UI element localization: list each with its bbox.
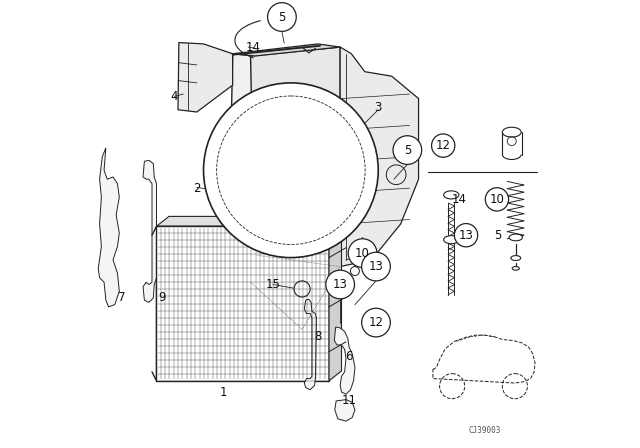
Text: 14: 14 xyxy=(451,193,467,206)
Text: 5: 5 xyxy=(278,10,285,24)
Text: 2: 2 xyxy=(193,181,200,195)
Text: 14: 14 xyxy=(245,40,260,54)
Text: 9: 9 xyxy=(159,291,166,305)
Polygon shape xyxy=(228,54,255,287)
Text: 13: 13 xyxy=(333,278,348,291)
Polygon shape xyxy=(334,327,355,394)
Polygon shape xyxy=(232,44,340,56)
Polygon shape xyxy=(335,400,355,421)
Text: 4: 4 xyxy=(171,90,178,103)
Polygon shape xyxy=(329,216,342,381)
Text: 1: 1 xyxy=(220,385,227,399)
Circle shape xyxy=(204,83,378,258)
Polygon shape xyxy=(340,47,419,267)
Text: 12: 12 xyxy=(436,139,451,152)
Polygon shape xyxy=(178,43,232,112)
Text: 13: 13 xyxy=(369,260,383,273)
Circle shape xyxy=(393,136,422,164)
Circle shape xyxy=(348,239,377,267)
Polygon shape xyxy=(156,216,342,226)
Ellipse shape xyxy=(509,234,522,241)
Circle shape xyxy=(362,308,390,337)
Text: 5: 5 xyxy=(494,228,502,242)
Text: 12: 12 xyxy=(369,316,383,329)
Text: 3: 3 xyxy=(374,101,382,114)
Circle shape xyxy=(362,252,390,281)
Text: 5: 5 xyxy=(404,143,411,157)
Circle shape xyxy=(268,3,296,31)
Circle shape xyxy=(326,270,355,299)
Text: 11: 11 xyxy=(342,394,356,408)
Circle shape xyxy=(454,224,477,247)
Text: 13: 13 xyxy=(459,228,474,242)
Text: CJ39003: CJ39003 xyxy=(468,426,501,435)
Circle shape xyxy=(351,267,360,276)
Circle shape xyxy=(485,188,509,211)
Polygon shape xyxy=(143,160,156,302)
Text: 6: 6 xyxy=(346,349,353,363)
Polygon shape xyxy=(156,226,329,381)
Ellipse shape xyxy=(444,236,459,244)
Polygon shape xyxy=(250,47,340,287)
Text: 8: 8 xyxy=(314,329,321,343)
Ellipse shape xyxy=(502,127,521,137)
Text: 10: 10 xyxy=(490,193,504,206)
Text: 10: 10 xyxy=(355,246,370,260)
Ellipse shape xyxy=(512,267,519,270)
Text: 15: 15 xyxy=(266,278,280,291)
Ellipse shape xyxy=(511,255,521,260)
Polygon shape xyxy=(98,148,119,307)
Text: 7: 7 xyxy=(118,291,125,305)
Circle shape xyxy=(431,134,455,157)
Ellipse shape xyxy=(444,191,459,199)
Polygon shape xyxy=(305,299,316,390)
